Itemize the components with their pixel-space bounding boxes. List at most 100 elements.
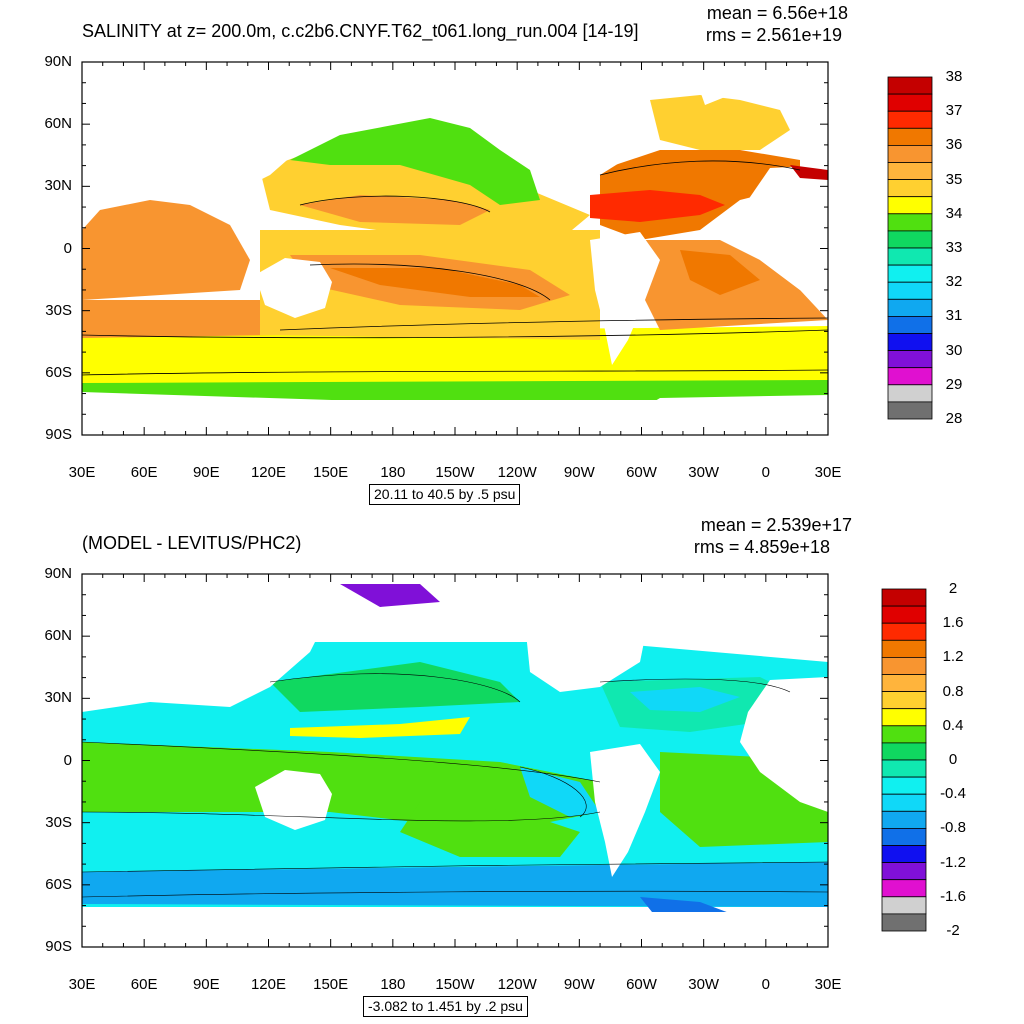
x-tick-label: 150E — [313, 976, 349, 993]
colorbar-swatch — [887, 179, 933, 198]
difference-map — [81, 573, 829, 948]
x-tick-label: 150E — [313, 464, 349, 481]
x-tick-label: 90W — [563, 976, 595, 993]
colorbar-swatch — [881, 708, 927, 727]
x-tick-label: 0 — [761, 976, 770, 993]
mean-stat: mean = 6.56e+18 — [706, 3, 848, 23]
australia-land — [255, 770, 332, 830]
x-tick-label: 150W — [435, 464, 475, 481]
colorbar-swatch — [881, 862, 927, 881]
indian-ocean-orange — [82, 200, 250, 300]
colorbar-swatch — [881, 913, 927, 932]
colorbar-label: 28 — [945, 410, 963, 427]
north-america-land — [520, 574, 650, 692]
colorbar-label: 31 — [945, 307, 963, 325]
north-pacific-core — [300, 195, 490, 225]
x-tick-label: 30E — [68, 976, 96, 993]
x-tick-label: 30E — [814, 976, 842, 993]
colorbar-label: 0 — [948, 751, 958, 768]
colorbar-swatch — [887, 281, 933, 300]
colorbar-swatch — [887, 162, 933, 181]
colorbar-swatch — [887, 213, 933, 232]
x-tick-label: 30E — [68, 464, 96, 481]
x-tick-label: 120W — [497, 464, 537, 481]
colorbar-label: -1.2 — [940, 853, 966, 871]
chart-title: (MODEL - LEVITUS/PHC2) — [82, 533, 302, 553]
colorbar-swatch — [881, 725, 927, 744]
x-tick-label: 60E — [130, 464, 158, 481]
mediterranean-red — [790, 165, 828, 180]
colorbar-swatch — [887, 367, 933, 386]
x-tick-label: 120W — [497, 976, 537, 993]
y-tick-label: 60S — [45, 363, 72, 381]
antarctica-land — [82, 400, 828, 435]
indian-south-band — [82, 300, 280, 338]
contour-range-note: -3.082 to 1.451 by .2 psu — [363, 996, 528, 1018]
salinity-map — [81, 61, 829, 436]
colorbar-label: -2 — [946, 922, 960, 939]
difference-colorbar — [881, 588, 927, 932]
axis-ticks — [81, 61, 829, 436]
colorbar-swatch — [887, 127, 933, 146]
y-tick-label: 60S — [45, 875, 72, 893]
x-tick-label: 30W — [688, 464, 720, 481]
atlantic-core-blue — [630, 687, 740, 712]
contour-range-note: 20.11 to 40.5 by .5 psu — [369, 484, 521, 506]
colorbar-label: 0.8 — [942, 682, 964, 700]
colorbar-swatch — [881, 776, 927, 795]
colorbar-label: 34 — [945, 204, 963, 222]
colorbar-swatch — [881, 793, 927, 812]
colorbar-swatch — [887, 247, 933, 266]
australia-land — [255, 258, 332, 318]
x-tick-label: 150W — [435, 976, 475, 993]
south-atlantic-core — [680, 250, 760, 295]
y-tick-label: 30N — [44, 177, 72, 195]
y-tick-label: 90N — [44, 565, 72, 582]
south-america-land — [590, 744, 660, 877]
x-tick-label: 0 — [761, 464, 770, 481]
colorbar-swatch — [881, 879, 927, 898]
colorbar-swatch — [887, 315, 933, 334]
colorbar-label: -0.4 — [940, 785, 966, 803]
x-tick-label: 180 — [380, 464, 406, 481]
axis-ticks — [81, 573, 829, 948]
colorbar-swatch — [881, 845, 927, 864]
colorbar-swatch — [881, 742, 927, 761]
salinity-colorbar — [887, 76, 933, 420]
y-tick-label: 30N — [44, 689, 72, 707]
contour-lines — [82, 160, 828, 376]
greenland-land — [690, 62, 740, 105]
subpolar-yellow — [650, 95, 790, 150]
colorbar-label: 38 — [945, 68, 963, 85]
africa-land — [740, 677, 828, 812]
colorbar-label: 1.6 — [942, 614, 964, 632]
colorbar-swatch — [881, 896, 927, 915]
rms-stat: rms = 2.561e+19 — [705, 25, 842, 45]
colorbar-label: 35 — [945, 170, 963, 188]
colorbar-label: 33 — [945, 239, 963, 256]
x-tick-label: 120E — [250, 976, 287, 993]
greenland-land — [690, 574, 740, 617]
y-tick-label: 90S — [45, 938, 72, 955]
colorbar-swatch — [887, 298, 933, 317]
colorbar-swatch — [887, 333, 933, 352]
colorbar-swatch — [881, 674, 927, 693]
colorbar-label: 30 — [945, 341, 963, 359]
x-tick-label: 60E — [130, 976, 158, 993]
south-pacific-core — [330, 268, 540, 297]
north-america-land — [520, 62, 650, 180]
colorbar-swatch — [887, 230, 933, 249]
colorbar-swatch — [881, 691, 927, 710]
colorbar-swatch — [881, 605, 927, 624]
pacific-green-band — [270, 662, 520, 712]
south-america-land — [590, 232, 660, 365]
colorbar-label: 36 — [945, 136, 963, 154]
south-pacific-green — [400, 802, 580, 857]
salinity-field — [82, 62, 828, 435]
y-tick-label: 0 — [63, 239, 72, 257]
y-tick-label: 90S — [45, 426, 72, 443]
y-tick-label: 90N — [44, 53, 72, 70]
x-tick-label: 90W — [563, 464, 595, 481]
x-tick-label: 60W — [626, 976, 657, 993]
salinity-panel: SALINITY at z= 200.0m, c.c2b6.CNYF.T62_t… — [44, 3, 963, 506]
